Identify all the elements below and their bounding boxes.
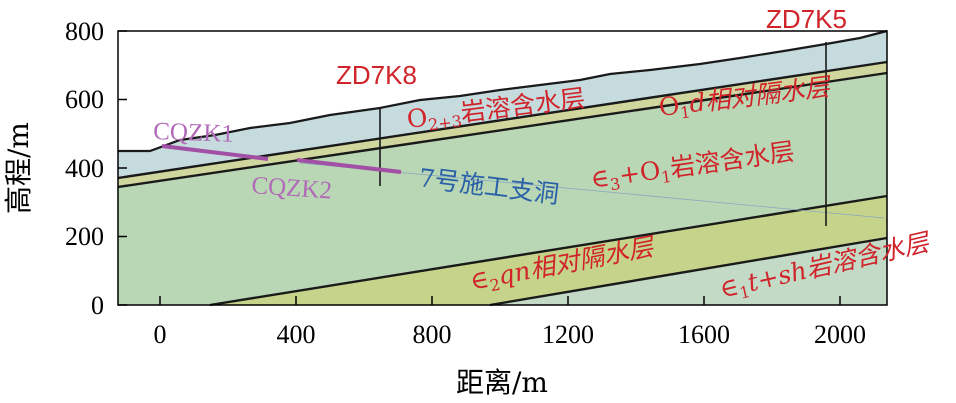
tunnel-segment-cqzk1 [161,144,269,161]
y-tick-label: 200 [65,222,104,251]
layer-label-symbol: ∈ [589,163,611,194]
x-tick-label: 2000 [814,320,866,349]
tunnel-segment-cqzk2 [296,158,402,174]
layer-o23 [118,31,887,178]
borehole-zd7k8-label: ZD7K8 [336,60,417,90]
x-tick-label: 0 [154,320,167,349]
layer-label-text: +O [617,155,662,189]
layer-o1d [118,62,887,187]
borehole-zd7k5-label: ZD7K5 [766,4,847,34]
layer-label-subscript: 1 [679,102,691,122]
x-tick-label: 400 [277,320,316,349]
layer-label-subscript: 2 [488,275,502,296]
x-tick-label: 1200 [542,320,594,349]
y-axis-title: 高程/m [2,122,35,214]
layer-label-symbol: ∈ [468,264,492,296]
boundary-e2qn-e1t [489,236,888,307]
x-axis [159,296,841,305]
y-axis [118,30,127,306]
layer-label-subscript: 3 [609,174,622,194]
layer-label-subscript: 1 [738,282,752,303]
layer-label-subscript: 1 [660,167,673,187]
x-tick-label: 1600 [678,320,730,349]
layer-label-subscript: 2+3 [427,111,463,134]
y-tick-label: 400 [65,154,104,183]
boundary-o23-o1d [117,60,888,180]
x-tick-label: 800 [413,320,452,349]
boundary-o1d-e3o1 [117,71,888,189]
layer-label-symbol: O [657,91,681,122]
borehole-cqzk1-label: CQZK1 [153,118,234,148]
y-tick-label: 800 [65,17,104,46]
borehole-cqzk2-label: CQZK2 [251,172,333,205]
y-tick-label: 600 [65,85,104,114]
layer-e3-o1 [118,73,887,305]
plot-area [117,29,888,307]
y-tick-label: 0 [91,291,104,320]
terrain-surface-line [118,29,888,153]
boundary-e3o1-e2qn [209,194,888,307]
x-axis-title: 距离/m [456,366,548,399]
layer-label-symbol: O [405,103,429,134]
